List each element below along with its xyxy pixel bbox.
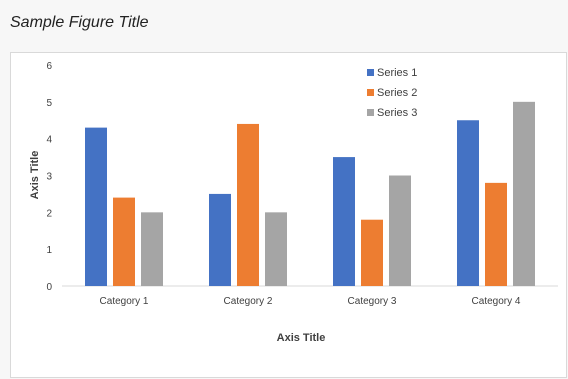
x-tick-label: Category 3 xyxy=(348,296,397,307)
y-tick-label: 5 xyxy=(46,98,52,109)
bar-series-3-2 xyxy=(265,212,287,286)
bar-series-1-4 xyxy=(457,120,479,286)
legend-swatch xyxy=(367,69,374,76)
x-tick-label: Category 1 xyxy=(100,296,149,307)
bar-series-1-2 xyxy=(209,193,231,286)
bar-series-2-3 xyxy=(361,219,383,286)
y-axis-ticks: 0 1 2 3 4 5 6 xyxy=(46,61,52,293)
figure-title: Sample Figure Title xyxy=(10,14,149,31)
legend-label: Series 1 xyxy=(377,67,417,79)
y-tick-label: 6 xyxy=(46,61,52,72)
x-tick-label: Category 4 xyxy=(472,296,521,307)
x-tick-label: Category 2 xyxy=(224,296,273,307)
bar-series-2-1 xyxy=(113,197,135,286)
bars xyxy=(85,101,535,286)
bar-series-2-2 xyxy=(237,123,259,286)
x-axis-ticks: Category 1 Category 2 Category 3 Category 4 xyxy=(100,296,521,307)
bar-series-3-4 xyxy=(513,101,535,286)
legend-label: Series 3 xyxy=(377,107,417,119)
bar-series-1-1 xyxy=(85,127,107,286)
y-tick-label: 3 xyxy=(46,172,52,183)
bar-series-3-3 xyxy=(389,175,411,286)
legend: Series 1 Series 2 Series 3 xyxy=(367,67,417,119)
legend-swatch xyxy=(367,89,374,96)
x-axis-title: Axis Title xyxy=(277,332,326,344)
y-tick-label: 1 xyxy=(46,245,52,256)
y-axis-title: Axis Title xyxy=(29,151,41,200)
bar-series-3-1 xyxy=(141,212,163,286)
legend-swatch xyxy=(367,109,374,116)
y-tick-label: 2 xyxy=(46,208,52,219)
bar-series-1-3 xyxy=(333,157,355,286)
y-tick-label: 4 xyxy=(46,135,52,146)
legend-label: Series 2 xyxy=(377,87,417,99)
y-tick-label: 0 xyxy=(46,282,52,293)
bar-series-2-4 xyxy=(485,182,507,286)
